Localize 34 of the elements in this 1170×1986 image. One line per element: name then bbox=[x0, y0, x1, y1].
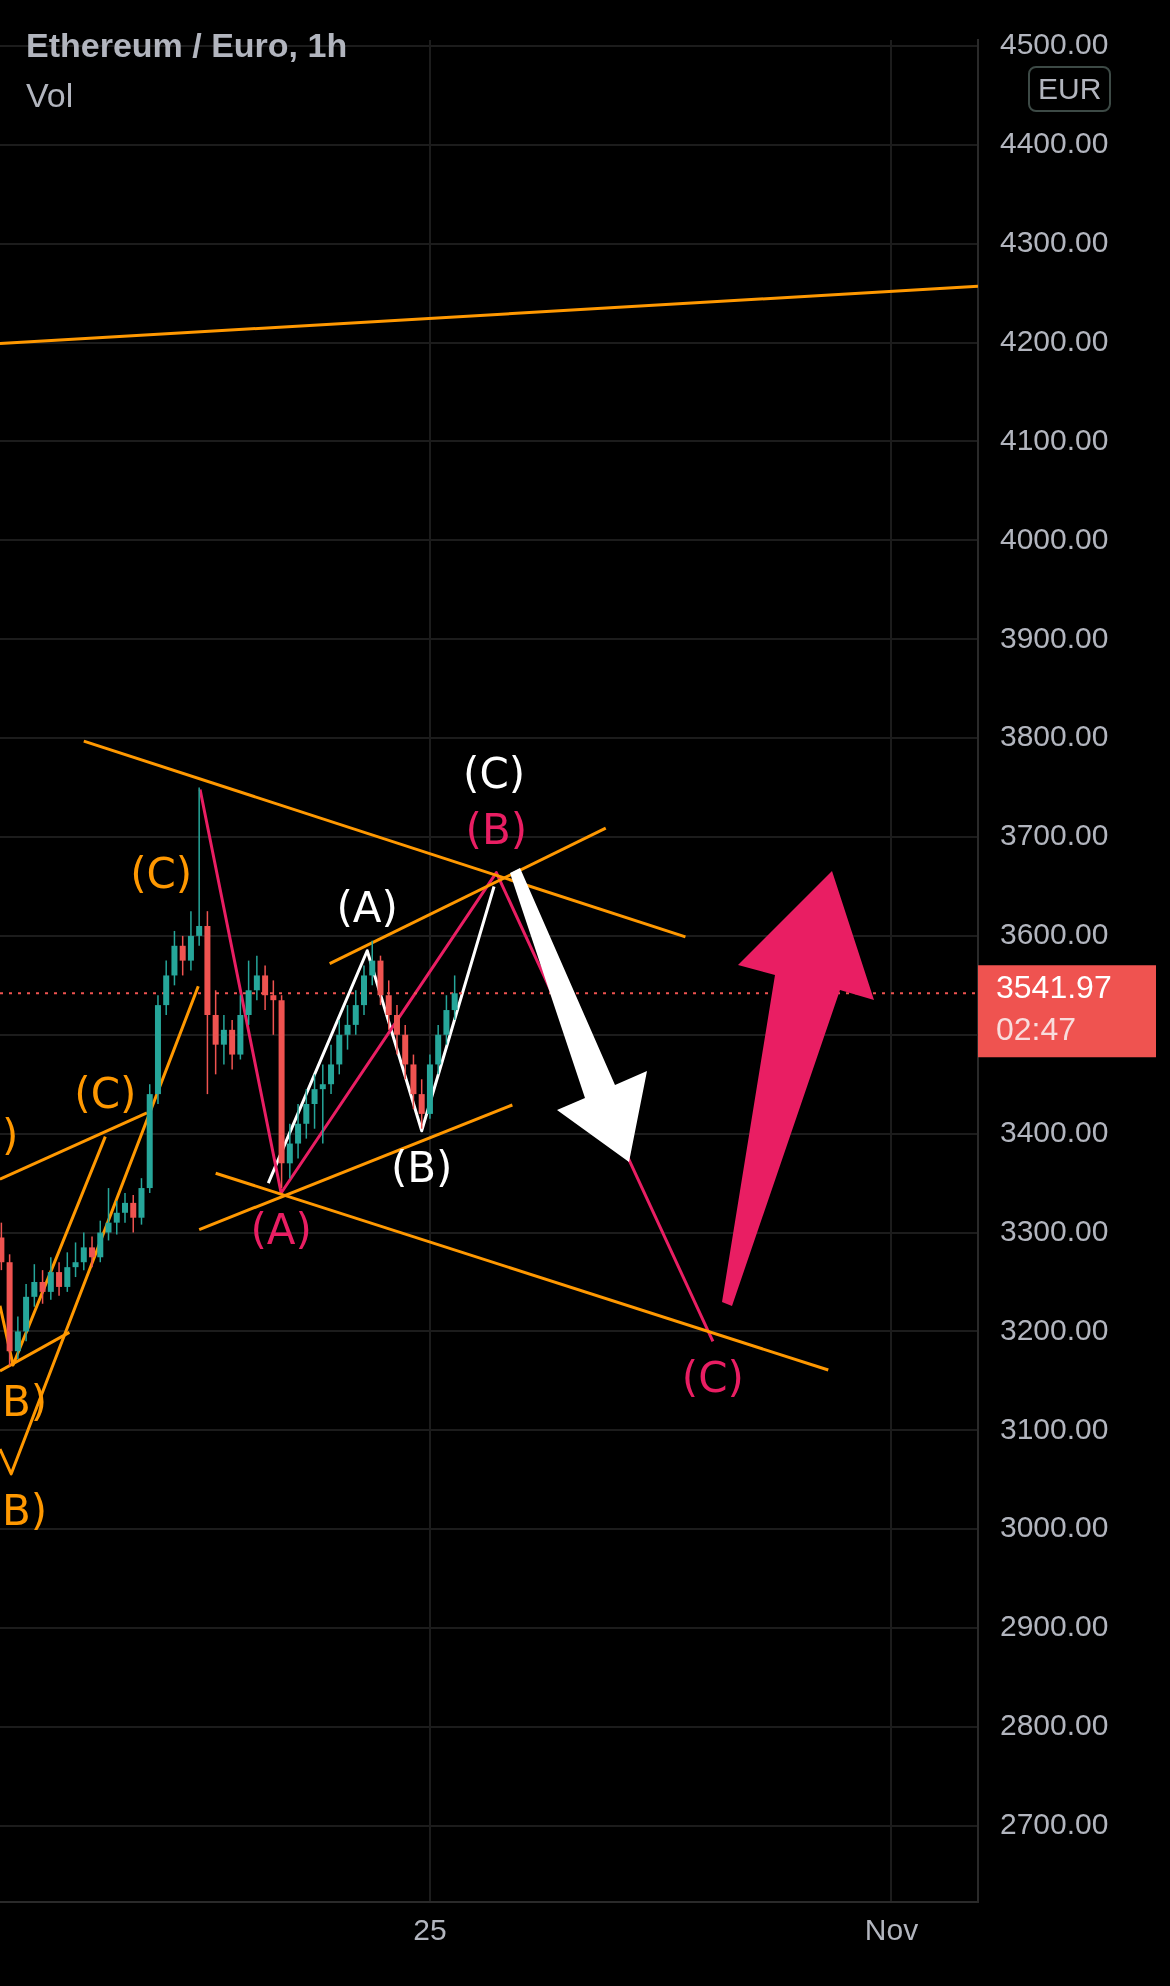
y-tick-label: 4400.00 bbox=[1000, 126, 1109, 160]
annotation: Vol bbox=[26, 76, 74, 115]
y-tick-label: 3200.00 bbox=[1000, 1312, 1109, 1346]
y-tick-label: 4300.00 bbox=[1000, 224, 1109, 258]
x-tick-label: Nov bbox=[864, 1913, 919, 1947]
y-tick-label: 3900.00 bbox=[1000, 620, 1109, 654]
x-tick-label: 25 bbox=[413, 1913, 447, 1947]
y-tick-label: 3700.00 bbox=[1000, 818, 1109, 852]
data-label: (C) bbox=[130, 849, 193, 899]
data-label: (C) bbox=[74, 1068, 137, 1118]
y-tick-label: 4200.00 bbox=[1000, 323, 1109, 357]
y-tick-label: 2900.00 bbox=[1000, 1609, 1109, 1643]
y-tick-label: 4500.00 bbox=[1000, 27, 1109, 61]
data-label: ) bbox=[2, 1111, 19, 1161]
y-tick-label: 3600.00 bbox=[1000, 917, 1109, 951]
y-tick-label: 3300.00 bbox=[1000, 1213, 1109, 1247]
y-tick-label: 4000.00 bbox=[1000, 521, 1109, 555]
data-label: (B) bbox=[465, 804, 528, 854]
y-tick-label: 4100.00 bbox=[1000, 422, 1109, 456]
ref-line-label: 3541.97 02:47 bbox=[996, 969, 1112, 1048]
y-tick-label: 3400.00 bbox=[1000, 1114, 1109, 1148]
y-tick-label: 2700.00 bbox=[1000, 1807, 1109, 1841]
y-tick-label: 3800.00 bbox=[1000, 719, 1109, 753]
data-label: (A) bbox=[250, 1204, 312, 1254]
y-tick-label: 3100.00 bbox=[1000, 1411, 1109, 1445]
y-tick-label: 2800.00 bbox=[1000, 1708, 1109, 1742]
data-label: B) bbox=[2, 1485, 48, 1535]
data-label: (C) bbox=[462, 749, 526, 799]
y-tick-label: 3000.00 bbox=[1000, 1510, 1109, 1544]
data-label: (A) bbox=[336, 882, 398, 932]
data-label: (B) bbox=[390, 1142, 453, 1192]
chart-title: Ethereum / Euro, 1h bbox=[26, 26, 348, 65]
data-label: (C) bbox=[681, 1353, 744, 1403]
text: EUR bbox=[1028, 66, 1112, 112]
